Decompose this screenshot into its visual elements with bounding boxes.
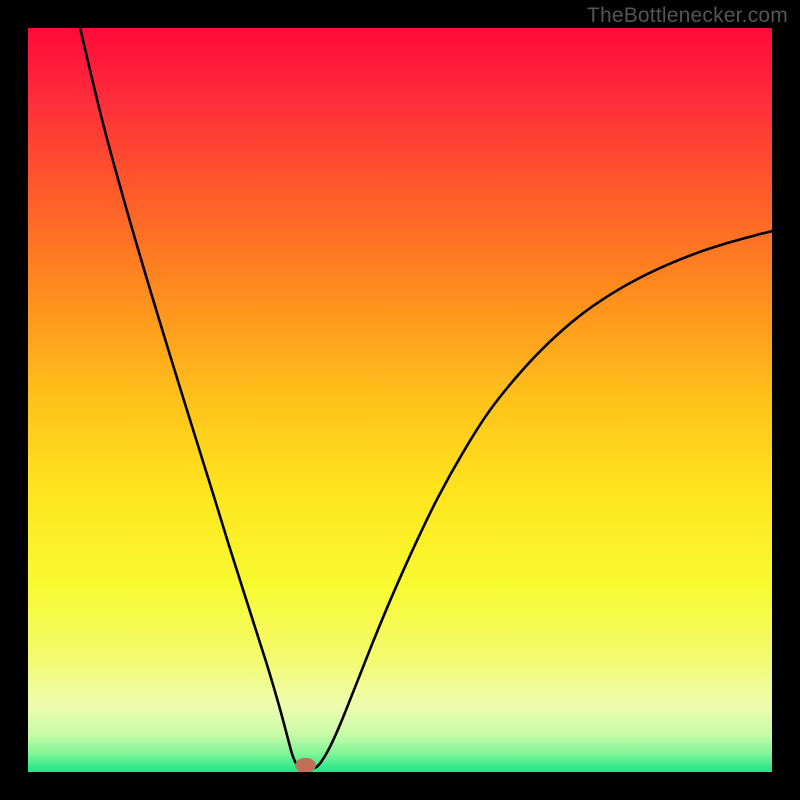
chart-frame: TheBottlenecker.com xyxy=(0,0,800,800)
gradient-background xyxy=(28,28,772,772)
chart-svg xyxy=(28,28,772,772)
watermark-text: TheBottlenecker.com xyxy=(587,4,788,28)
plot-area xyxy=(28,28,772,772)
